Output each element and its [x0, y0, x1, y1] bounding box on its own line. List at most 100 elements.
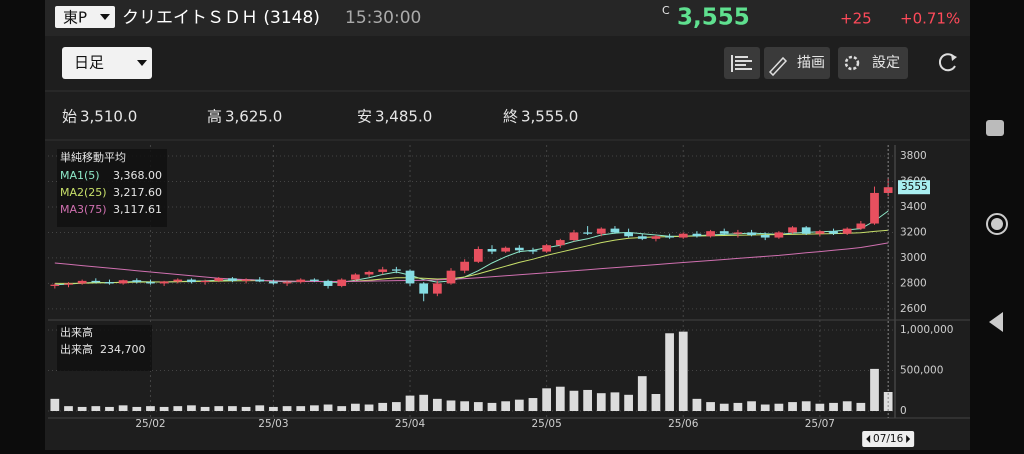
volume-bar: [50, 398, 60, 411]
time: 15:30:00: [345, 8, 421, 28]
plot: 26002800300032003400360038000500,0001,00…: [48, 145, 970, 447]
x-tick-label: 25/05: [532, 418, 562, 430]
close-marker: C: [662, 4, 670, 17]
candle-body: [692, 233, 702, 237]
volume-bar: [678, 331, 688, 411]
volume-bar: [542, 388, 552, 411]
candle-body: [378, 269, 388, 272]
ma-legend-value: 3,368.00: [113, 169, 162, 182]
volume-bar: [391, 402, 401, 411]
candle-body: [514, 247, 524, 251]
volume-bar: [146, 406, 155, 411]
app-panel: [45, 0, 970, 450]
ohlc-value: 3,485.0: [375, 108, 432, 126]
volume-legend-box: [57, 325, 152, 371]
header-bar: [45, 0, 970, 36]
indicator-button[interactable]: [724, 47, 760, 79]
candle-body: [815, 231, 825, 234]
dropdown-arrow: [100, 14, 110, 20]
candle-body: [419, 283, 429, 294]
volume-bar: [514, 399, 524, 411]
candle-body: [391, 269, 401, 271]
candle-body: [637, 236, 647, 239]
candle-body: [146, 282, 155, 284]
volume-bar: [132, 406, 142, 411]
candle-body: [255, 279, 265, 282]
candle-body: [323, 280, 333, 286]
candle-body: [105, 282, 114, 284]
candle-body: [50, 284, 60, 286]
volume-bar: [296, 406, 306, 411]
volume-bar: [118, 405, 128, 411]
volume-bar: [637, 376, 647, 411]
ohlc-row: 始 3,510.0 高 3,625.0 安 3,485.0 終 3,555.0: [62, 108, 578, 126]
nav-recent[interactable]: [986, 120, 1004, 136]
ohlc-label: 終: [503, 108, 518, 126]
volume-bar: [719, 403, 729, 411]
candle-body: [788, 227, 797, 233]
candle-body: [487, 249, 497, 252]
volume-bar: [241, 406, 251, 411]
volume-bar: [829, 402, 838, 411]
volume-bar: [214, 406, 224, 411]
settings-button[interactable]: [838, 47, 908, 79]
volume-bar: [610, 392, 620, 411]
volume-bar: [255, 405, 265, 411]
change-pct: +0.71%: [900, 10, 960, 28]
volume-bar: [446, 400, 456, 411]
volume-bar: [842, 401, 852, 411]
change: +25: [840, 10, 872, 28]
volume-bar: [91, 406, 101, 411]
volume-bar: [528, 398, 538, 411]
candle-body: [473, 249, 483, 262]
ma-legend-name: MA2(25): [60, 186, 107, 199]
y-tick-label: 2600: [900, 303, 927, 315]
volume-bar: [788, 402, 797, 411]
price: 3,555: [677, 5, 750, 31]
x-tick-label: 25/03: [258, 418, 288, 430]
volume-bar: [487, 402, 497, 411]
candle-body: [501, 247, 511, 252]
candle-body: [733, 232, 743, 234]
volume-bar: [419, 394, 429, 411]
candle-body: [569, 232, 579, 241]
volume-bar: [569, 390, 579, 411]
candle-body: [801, 227, 811, 234]
nav-home[interactable]: [986, 213, 1008, 235]
volume-bar: [733, 402, 743, 411]
cursor-prev: [866, 435, 871, 443]
volume-bar: [105, 406, 114, 411]
candle-body: [528, 250, 538, 252]
period-select[interactable]: [62, 47, 152, 79]
period: 日足: [74, 54, 104, 72]
candle-body: [310, 279, 319, 281]
candle-body: [583, 232, 592, 234]
candle-body: [651, 236, 661, 239]
candle-body: [747, 232, 756, 235]
candle-body: [542, 245, 552, 252]
draw-button[interactable]: [764, 47, 830, 79]
candle-body: [64, 283, 73, 285]
volume-bar: [774, 403, 784, 411]
candle-body: [706, 231, 715, 237]
candle-body: [624, 232, 633, 237]
exchange-select[interactable]: [55, 6, 115, 28]
volume-bar: [378, 402, 388, 411]
volume-tick-label: 500,000: [900, 365, 943, 377]
volume-bar: [856, 402, 866, 411]
volume-bar: [282, 406, 292, 411]
nav-back[interactable]: [989, 312, 1003, 332]
volume-bar: [747, 401, 756, 411]
exchange: 東P: [63, 9, 87, 27]
volume-bar: [665, 333, 674, 411]
candle-body: [405, 270, 415, 284]
volume-bar: [364, 404, 374, 411]
candle-body: [118, 280, 128, 284]
candle-body: [555, 240, 565, 246]
volume-bar: [200, 406, 210, 411]
candle-body: [678, 233, 688, 238]
refresh-arrow: [951, 54, 957, 61]
volume-bar: [760, 404, 770, 411]
candle-body: [214, 278, 224, 281]
refresh-icon[interactable]: [938, 53, 956, 72]
